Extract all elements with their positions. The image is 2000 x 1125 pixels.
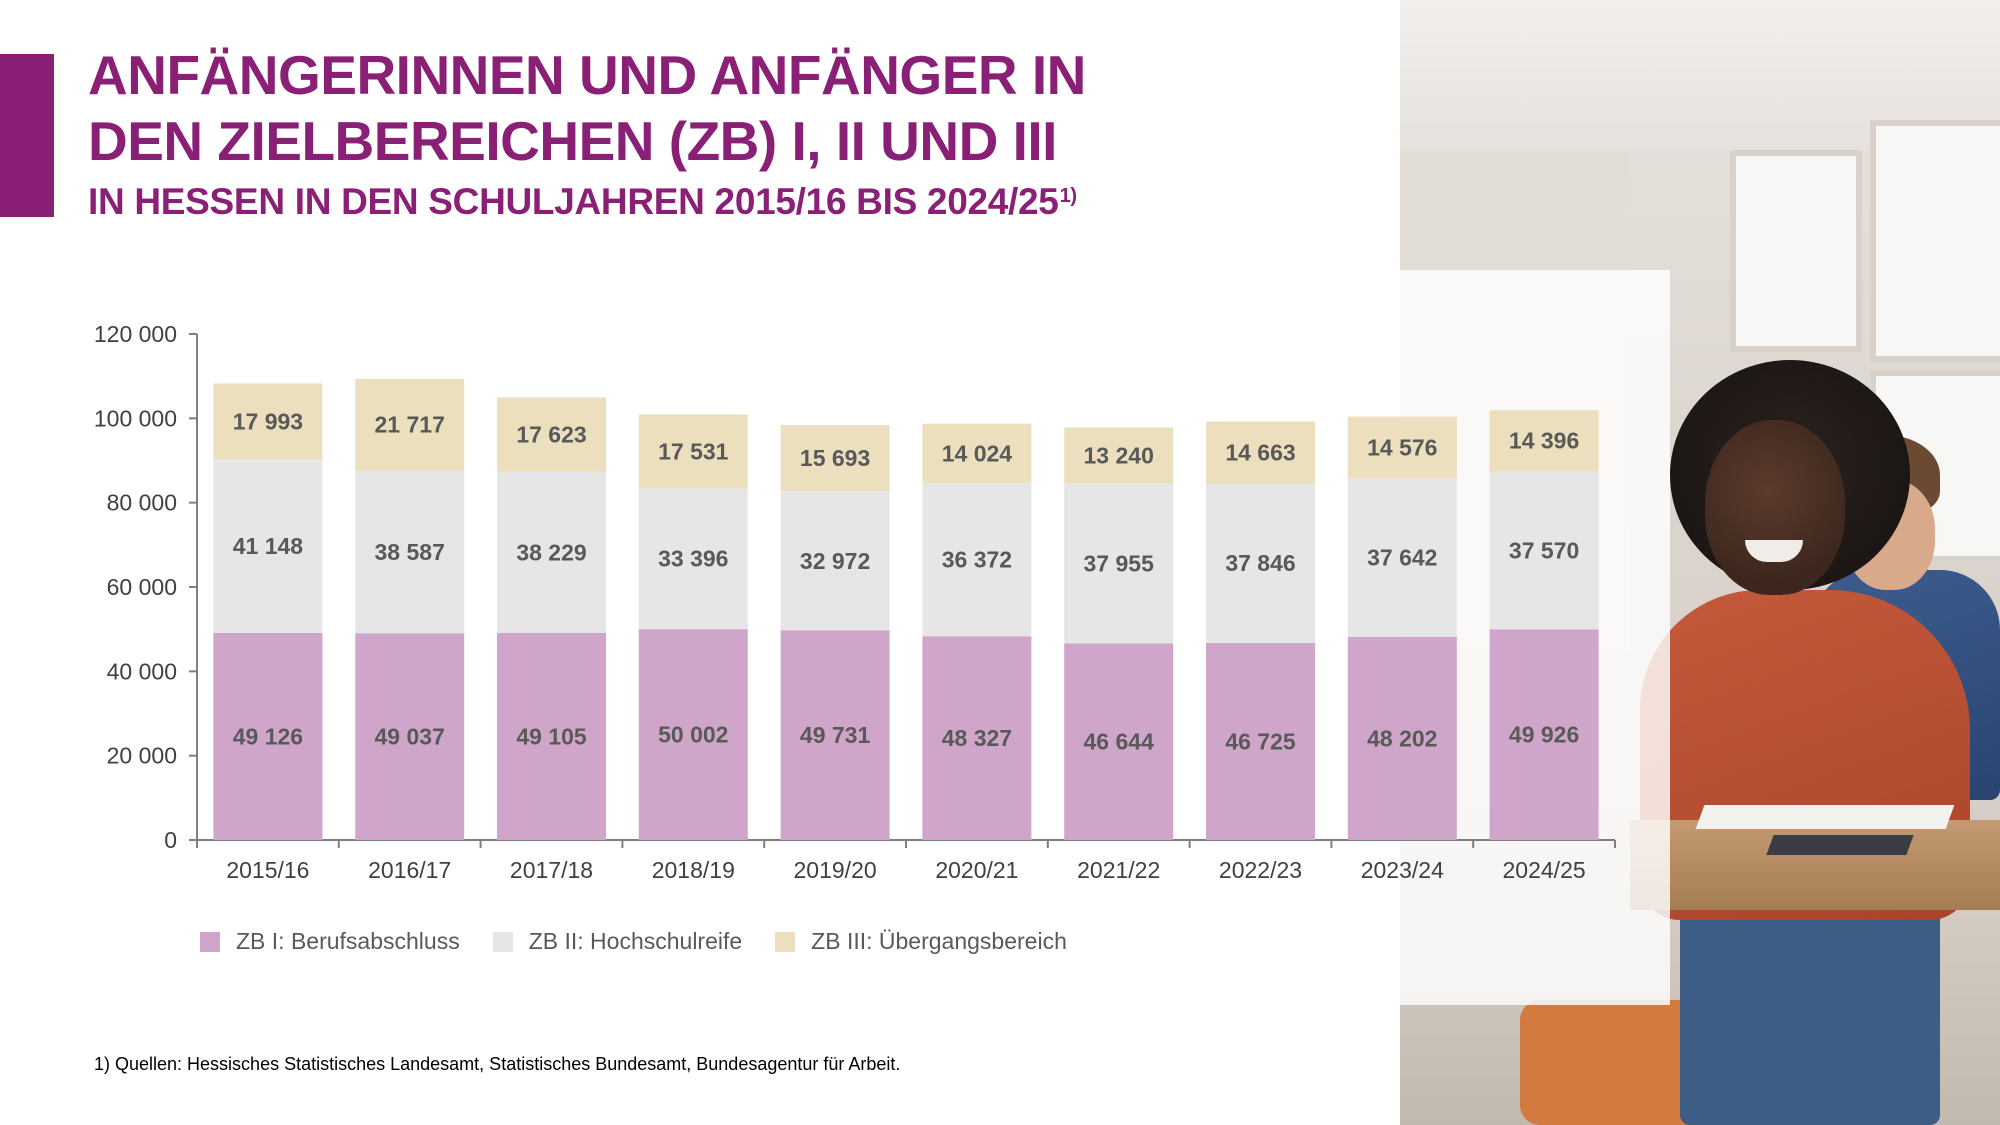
data-label-zb2: 37 570 bbox=[1509, 537, 1579, 563]
bar-segment-zb3 bbox=[638, 414, 748, 489]
data-label-zb2: 38 587 bbox=[375, 539, 445, 565]
data-label-zb3: 14 576 bbox=[1367, 434, 1437, 460]
bar-segment-zb3 bbox=[497, 397, 606, 472]
bar-segment-zb1 bbox=[497, 632, 606, 840]
data-label-zb2: 33 396 bbox=[658, 546, 728, 572]
classroom-photo bbox=[1400, 0, 2000, 1125]
bar-segment-zb1 bbox=[1064, 643, 1174, 840]
y-tick-label: 40 000 bbox=[107, 658, 177, 684]
bar-segment-zb1 bbox=[213, 632, 323, 840]
x-tick-label: 2017/18 bbox=[510, 857, 593, 880]
bar-segment-zb2 bbox=[1489, 471, 1599, 630]
data-label-zb2: 37 642 bbox=[1367, 544, 1437, 570]
data-label-zb2: 32 972 bbox=[800, 548, 870, 574]
data-label-zb3: 17 993 bbox=[233, 408, 303, 434]
legend-item-zb3: ZB III: Übergangsbereich bbox=[775, 928, 1067, 955]
footnote-mark: 1) bbox=[1059, 185, 1077, 207]
legend-item-zb1: ZB I: Berufsabschluss bbox=[200, 928, 460, 955]
bar-segment-zb2 bbox=[780, 491, 890, 631]
bar-segment-zb3 bbox=[1347, 416, 1457, 479]
data-label-zb3: 13 240 bbox=[1084, 442, 1154, 468]
x-tick-label: 2022/23 bbox=[1219, 857, 1302, 880]
legend-label: ZB I: Berufsabschluss bbox=[236, 928, 460, 954]
y-tick-label: 0 bbox=[164, 827, 177, 853]
bar-segment-zb3 bbox=[1489, 410, 1599, 472]
data-label-zb2: 38 229 bbox=[516, 539, 586, 565]
data-label-zb3: 14 396 bbox=[1509, 428, 1579, 454]
legend-label: ZB III: Übergangsbereich bbox=[811, 928, 1067, 954]
title-line-2: DEN ZIELBEREICHEN (ZB) I, II UND III bbox=[88, 110, 1057, 172]
data-label-zb1: 49 926 bbox=[1509, 722, 1579, 748]
stacked-bar-chart: 0 20 000 40 000 60 000 80 000 100 000 120 000 4… bbox=[94, 321, 1616, 880]
data-label-zb1: 49 037 bbox=[375, 724, 445, 750]
data-label-zb1: 49 126 bbox=[233, 723, 303, 749]
data-label-zb2: 37 955 bbox=[1084, 550, 1155, 576]
bar-segment-zb3 bbox=[1206, 421, 1315, 484]
legend-label: ZB II: Hochschulreife bbox=[528, 928, 743, 954]
x-tick-label: 2021/22 bbox=[1077, 857, 1160, 880]
x-tick-label: 2018/19 bbox=[652, 857, 735, 880]
bar-segment-zb2 bbox=[1206, 483, 1315, 643]
y-tick-label: 100 000 bbox=[94, 405, 177, 431]
legend: ZB I: Berufsabschluss ZB II: Hochschulrei… bbox=[200, 928, 1100, 955]
data-label-zb1: 48 202 bbox=[1367, 725, 1437, 751]
data-label-zb1: 49 105 bbox=[516, 723, 587, 749]
bar-segment-zb1 bbox=[922, 636, 1032, 840]
data-label-zb1: 46 725 bbox=[1225, 728, 1296, 754]
title-accent-bar bbox=[0, 54, 54, 217]
bar-segment-zb3 bbox=[213, 383, 323, 460]
bar-segment-zb3 bbox=[1064, 427, 1174, 484]
data-label-zb2: 41 148 bbox=[233, 533, 304, 559]
data-label-zb1: 50 002 bbox=[658, 722, 728, 748]
data-label-zb2: 37 846 bbox=[1225, 550, 1295, 576]
bar-segment-zb1 bbox=[1347, 636, 1457, 840]
bar-segment-zb1 bbox=[1206, 642, 1315, 840]
title-line-1: ANFÄNGERINNEN UND ANFÄNGER IN bbox=[88, 44, 1086, 106]
x-tick-label: 2019/20 bbox=[794, 857, 877, 880]
data-label-zb3: 14 024 bbox=[942, 440, 1013, 466]
data-label-zb1: 49 731 bbox=[800, 722, 871, 748]
data-label-zb3: 17 531 bbox=[658, 438, 729, 464]
bar-segment-zb1 bbox=[355, 633, 465, 840]
bar-segment-zb1 bbox=[638, 629, 748, 840]
y-tick-label: 60 000 bbox=[107, 574, 177, 600]
bar-segment-zb2 bbox=[213, 459, 323, 633]
bar-segment-zb2 bbox=[922, 482, 1032, 637]
bar-segment-zb3 bbox=[922, 423, 1032, 483]
legend-swatch bbox=[200, 931, 220, 952]
y-tick-label: 80 000 bbox=[107, 490, 177, 516]
bar-segment-zb2 bbox=[1347, 478, 1457, 637]
bar-segment-zb3 bbox=[780, 425, 890, 492]
legend-swatch bbox=[775, 931, 796, 952]
bar-segment-zb3 bbox=[355, 378, 465, 471]
bar-segment-zb1 bbox=[780, 630, 890, 840]
bar-segment-zb2 bbox=[638, 488, 748, 630]
bar-segment-zb2 bbox=[1064, 483, 1174, 644]
legend-swatch bbox=[492, 931, 513, 952]
data-label-zb3: 14 663 bbox=[1225, 439, 1295, 465]
legend-item-zb2: ZB II: Hochschulreife bbox=[492, 928, 743, 955]
y-tick-label: 120 000 bbox=[94, 321, 177, 347]
x-tick-label: 2016/17 bbox=[368, 857, 451, 880]
bar-segment-zb2 bbox=[355, 470, 465, 634]
bar-segment-zb2 bbox=[497, 471, 606, 633]
data-label-zb3: 15 693 bbox=[800, 445, 870, 471]
data-label-zb1: 46 644 bbox=[1084, 729, 1155, 755]
x-tick-label: 2020/21 bbox=[935, 857, 1018, 880]
x-tick-label: 2023/24 bbox=[1361, 857, 1444, 880]
y-tick-label: 20 000 bbox=[107, 743, 177, 769]
data-label-zb1: 48 327 bbox=[942, 725, 1012, 751]
data-label-zb3: 21 717 bbox=[375, 412, 445, 438]
subtitle-text: IN HESSEN IN DEN SCHULJAHREN 2015/16 BIS… bbox=[88, 181, 1059, 222]
data-label-zb3: 17 623 bbox=[516, 422, 586, 448]
bar-segment-zb1 bbox=[1489, 629, 1599, 840]
chart-subtitle: IN HESSEN IN DEN SCHULJAHREN 2015/16 BIS… bbox=[88, 180, 1077, 224]
footnote: 1) Quellen: Hessisches Statistisches Lan… bbox=[94, 1054, 901, 1074]
x-tick-label: 2024/25 bbox=[1503, 857, 1586, 880]
chart-title: ANFÄNGERINNEN UND ANFÄNGER IN DEN ZIELBE… bbox=[88, 42, 1086, 174]
data-label-zb2: 36 372 bbox=[942, 547, 1012, 573]
x-tick-label: 2015/16 bbox=[226, 857, 309, 880]
